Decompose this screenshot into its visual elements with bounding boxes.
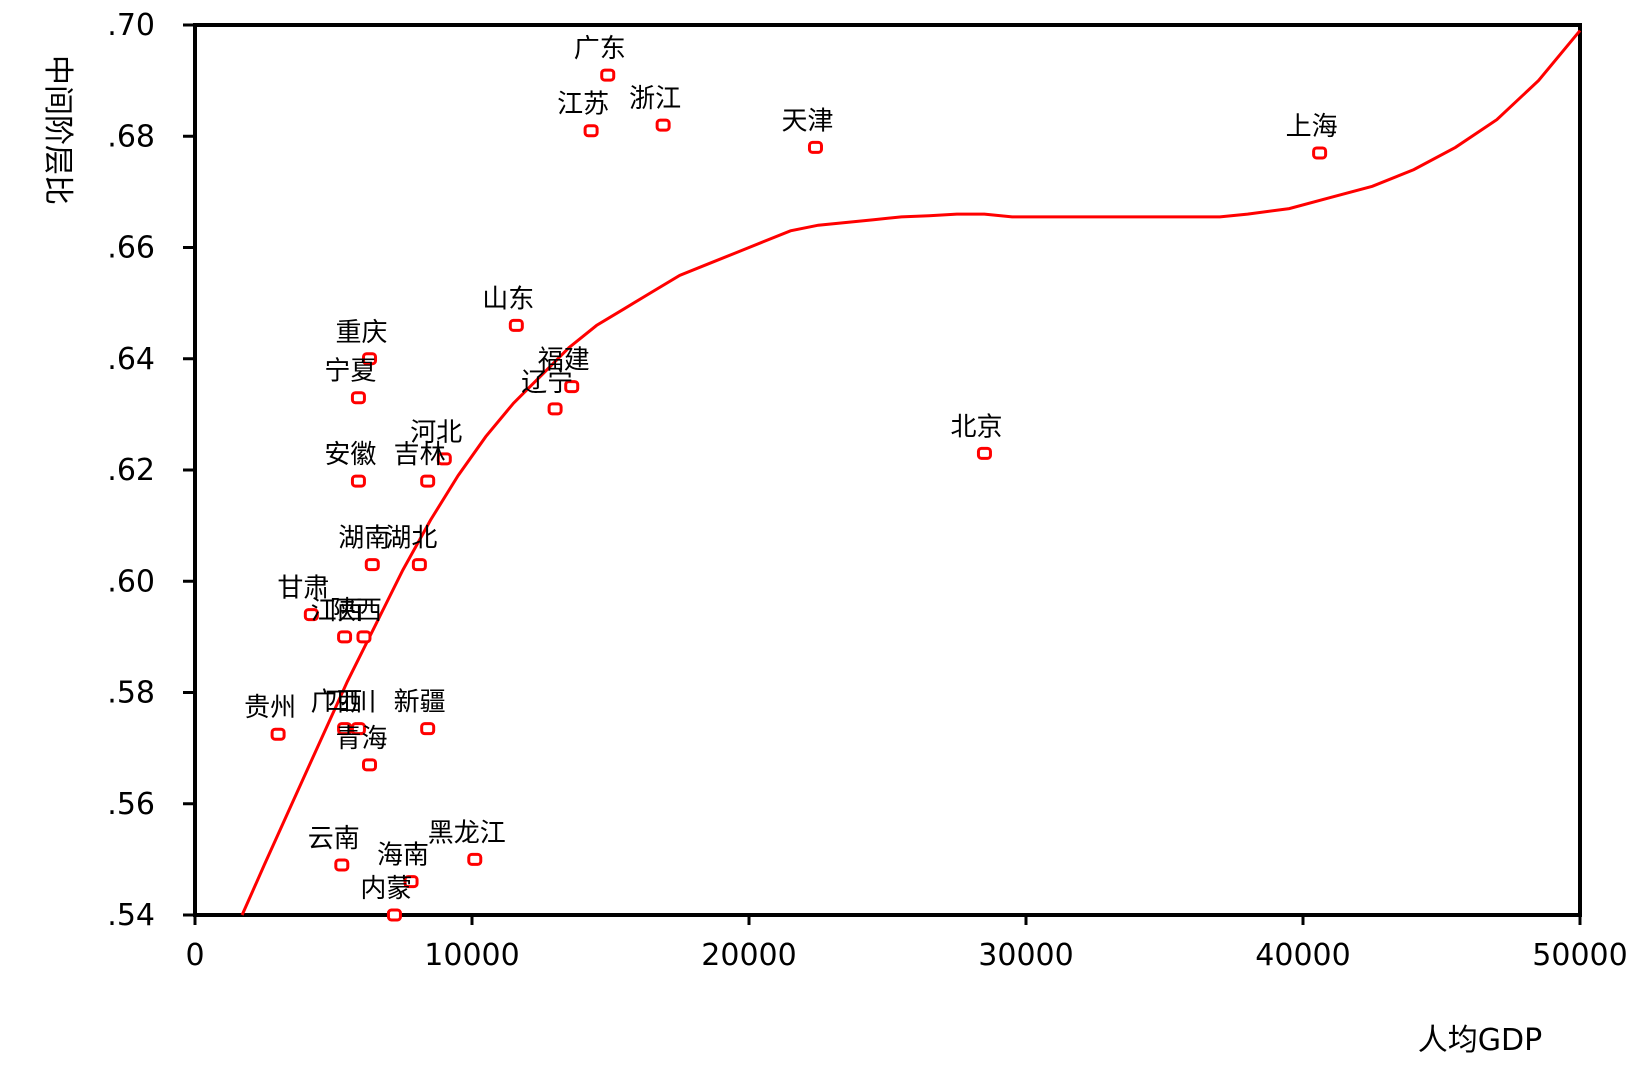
data-point [403, 875, 419, 889]
y-axis-title: 中间阶层比 [40, 55, 75, 205]
data-point [337, 630, 353, 644]
point-label: 广东 [574, 34, 626, 64]
y-axis-ticks: .54 .56 .58 .60 .62 .64 .66 .68 .70 [107, 8, 195, 933]
data-point [303, 608, 319, 622]
point-label: 黑龙江 [428, 818, 506, 848]
x-axis-title: 人均GDP [1418, 1023, 1542, 1058]
y-tick-label: .66 [107, 231, 155, 266]
y-tick-label: .68 [107, 119, 155, 154]
point-label: 江西 [311, 596, 363, 626]
y-tick-label: .54 [107, 898, 155, 933]
point-label: 云南 [308, 824, 360, 854]
x-axis-ticks: 0 10000 20000 30000 40000 50000 [185, 915, 1628, 973]
x-tick-label: 50000 [1532, 938, 1627, 973]
y-tick-label: .70 [107, 8, 155, 43]
x-tick-label: 30000 [978, 938, 1073, 973]
point-label: 湖南 [338, 524, 390, 554]
data-point [270, 727, 286, 741]
points-layer [270, 68, 1328, 922]
point-label: 新疆 [394, 688, 446, 718]
data-point [350, 722, 366, 736]
data-point [600, 68, 616, 82]
data-point [436, 452, 452, 466]
point-label: 山东 [482, 284, 534, 314]
data-point [350, 474, 366, 488]
fit-curve [240, 29, 1582, 916]
point-label: 贵州 [244, 693, 296, 723]
point-label: 湖北 [385, 524, 437, 554]
data-point [564, 380, 580, 394]
data-point [364, 558, 380, 572]
data-point [356, 630, 372, 644]
point-label: 青海 [336, 724, 388, 754]
y-tick-label: .62 [107, 453, 155, 488]
data-point [976, 446, 992, 460]
x-tick-label: 10000 [424, 938, 519, 973]
data-point [807, 140, 823, 154]
point-label: 海南 [377, 841, 429, 871]
point-label: 天津 [781, 106, 833, 136]
data-point [467, 852, 483, 866]
x-tick-label: 40000 [1255, 938, 1350, 973]
data-point [1312, 146, 1328, 160]
data-point [420, 474, 436, 488]
point-label: 内蒙 [360, 874, 412, 904]
data-point [411, 558, 427, 572]
data-point [337, 722, 353, 736]
data-point [350, 391, 366, 405]
data-point [334, 858, 350, 872]
y-tick-label: .64 [107, 342, 155, 377]
point-label: 吉林 [394, 440, 446, 470]
point-label: 陕西 [330, 596, 382, 626]
point-label: 北京 [950, 412, 1002, 442]
point-label: 江苏 [557, 90, 609, 120]
point-label: 辽宁 [521, 368, 573, 398]
point-label: 广西 [311, 688, 363, 718]
data-point [362, 352, 378, 366]
point-label: 河北 [410, 418, 462, 448]
point-label: 安徽 [324, 440, 376, 470]
point-label: 浙江 [629, 84, 681, 114]
data-point [362, 758, 378, 772]
data-point [547, 402, 563, 416]
point-label: 福建 [538, 346, 590, 376]
x-tick-label: 20000 [701, 938, 796, 973]
point-label: 四川 [324, 688, 376, 718]
point-label: 重庆 [336, 318, 388, 348]
point-label: 宁夏 [324, 357, 376, 387]
fit-curve-layer [240, 29, 1582, 916]
y-tick-label: .60 [107, 564, 155, 599]
point-label: 上海 [1286, 112, 1338, 142]
data-point [583, 124, 599, 138]
y-tick-label: .56 [107, 787, 155, 822]
data-point [508, 318, 524, 332]
x-tick-label: 0 [185, 938, 204, 973]
point-label: 甘肃 [277, 574, 329, 604]
data-point [655, 118, 671, 132]
data-point [386, 908, 402, 922]
y-tick-label: .58 [107, 676, 155, 711]
data-point [420, 722, 436, 736]
